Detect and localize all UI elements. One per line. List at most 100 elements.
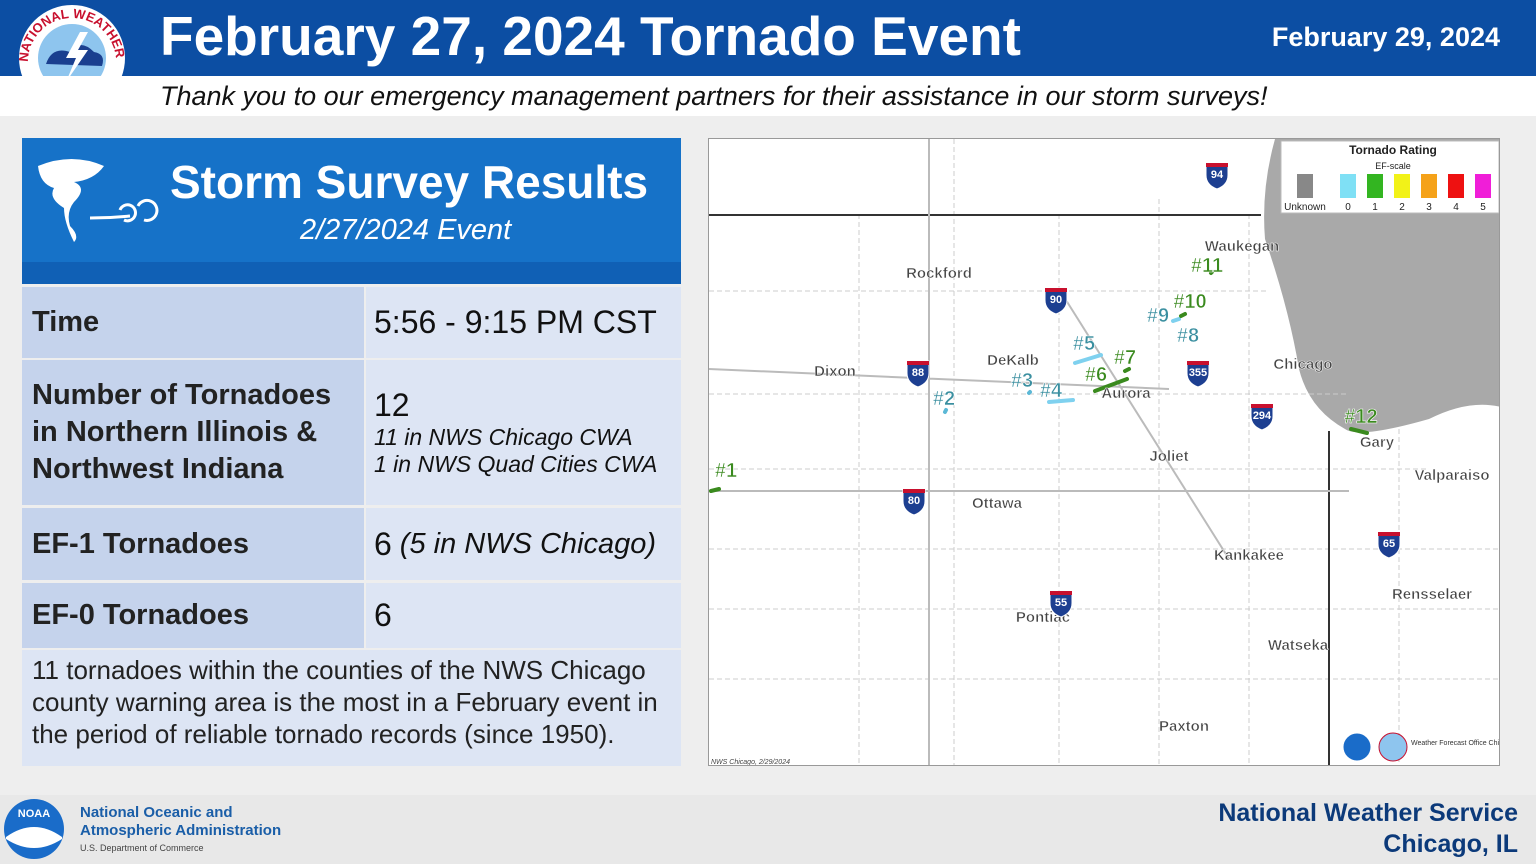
legend-swatch [1394, 174, 1410, 198]
legend-label: Unknown [1284, 202, 1326, 213]
city-label: Watseka [1268, 637, 1329, 654]
interstate-shield [1205, 162, 1229, 190]
detail: (5 in NWS Chicago) [399, 527, 657, 560]
interstate-shield [1250, 403, 1274, 431]
row-label: Number of Tornadoes in Northern Illinois… [22, 360, 364, 505]
tornado-label: #5 [1073, 333, 1095, 355]
legend-label: 0 [1345, 202, 1351, 213]
tornado-label: #8 [1177, 325, 1199, 347]
noaa-name: National Oceanic and Atmospheric Adminis… [80, 804, 282, 839]
subtitle: Thank you to our emergency management pa… [0, 76, 1536, 116]
tornado-label: #7 [1114, 347, 1136, 369]
interstate-shield [1186, 360, 1210, 388]
nws-name: National Weather Service [1218, 799, 1518, 827]
interstate-label: 294 [1253, 410, 1272, 422]
interstate-shield [1377, 531, 1401, 559]
city-label: Gary [1360, 434, 1395, 451]
interstate-band [1251, 404, 1273, 408]
legend-subtitle: EF-scale [1375, 161, 1411, 171]
city-label: Kankakee [1214, 547, 1284, 564]
interstate-shield [902, 488, 926, 516]
interstate-band [1378, 532, 1400, 536]
tornado-label: #9 [1147, 305, 1169, 327]
interstate-band [1187, 361, 1209, 365]
legend-label: 4 [1453, 202, 1459, 213]
note: 11 tornadoes within the counties of the … [22, 650, 681, 766]
tornado-label: #11 [1191, 255, 1223, 277]
city-label: Aurora [1101, 385, 1151, 402]
tornado-icon [38, 159, 159, 242]
interstate-label: 55 [1055, 597, 1067, 609]
tornado-label: #10 [1173, 291, 1206, 313]
city-label: Rensselaer [1392, 586, 1472, 603]
legend-swatch [1367, 174, 1383, 198]
row-value: 12 11 in NWS Chicago CWA 1 in NWS Quad Cit… [366, 360, 681, 505]
noaa-mini [1342, 732, 1372, 762]
row-value: 5:56 - 9:15 PM CST [366, 287, 681, 358]
legend-swatch [1421, 174, 1437, 198]
interstate-label: 90 [1050, 294, 1062, 306]
detail: 11 in NWS Chicago CWA [374, 424, 633, 450]
nws-mini [1378, 732, 1408, 762]
value: 12 [374, 387, 410, 423]
city-label: Valparaiso [1414, 467, 1489, 484]
map-credit: NWS Chicago, 2/29/2024 [711, 759, 790, 766]
legend-swatch [1340, 174, 1356, 198]
city-label: Joliet [1149, 448, 1188, 465]
tornado-label: #3 [1011, 370, 1033, 392]
value: 6 [374, 597, 392, 633]
value: 6 [374, 525, 392, 562]
value: 5:56 - 9:15 PM CST [374, 304, 657, 340]
date: February 29, 2024 [1271, 22, 1500, 52]
office-name: Chicago, IL [1383, 830, 1518, 858]
interstate-shield [1049, 590, 1073, 618]
row-value: 6 (5 in NWS Chicago) [366, 508, 681, 580]
legend-label: 1 [1372, 202, 1378, 213]
interstate-band [907, 361, 929, 365]
interstate-band [1045, 288, 1067, 292]
tornado-label: #6 [1085, 364, 1107, 386]
interstate-band [903, 489, 925, 493]
noaa-dept: U.S. Department of Commerce [80, 843, 204, 853]
row-label: EF-1 Tornadoes [22, 508, 364, 580]
legend-swatch [1475, 174, 1491, 198]
office-text: Weather Forecast Office Chicago, Illinoi… [1411, 740, 1500, 747]
row-label: Time [22, 287, 364, 358]
city-label: Rockford [906, 265, 972, 282]
interstate-label: 355 [1189, 367, 1207, 379]
tornado-label: #2 [933, 388, 955, 410]
tornado-label: #12 [1344, 406, 1377, 428]
legend-swatch [1448, 174, 1464, 198]
row-value: 6 [366, 583, 681, 648]
city-label: Waukegan [1205, 238, 1279, 255]
row-label: EF-0 Tornadoes [22, 583, 364, 648]
interstate-shield [1044, 287, 1068, 315]
interstate-band [1206, 163, 1228, 167]
title: February 27, 2024 Tornado Event [160, 5, 1021, 67]
interstate-label: 80 [908, 495, 920, 507]
tornado-label: #1 [715, 460, 737, 482]
detail: 1 in NWS Quad Cities CWA [374, 451, 658, 477]
city-label: Paxton [1159, 718, 1209, 735]
interstate-label: 94 [1211, 169, 1224, 181]
tornado-label: #4 [1040, 380, 1063, 402]
panel-title: Storm Survey Results [170, 156, 649, 208]
legend-swatch [1297, 174, 1313, 198]
interstate-band [1050, 591, 1072, 595]
noaa-logo: NOAA [4, 799, 64, 859]
interstate-shield [906, 360, 930, 388]
legend-label: 3 [1426, 202, 1432, 213]
city-label: DeKalb [987, 352, 1039, 369]
interstate-label: 88 [912, 367, 924, 379]
panel-header [22, 138, 681, 284]
city-label: Dixon [814, 363, 856, 380]
city-label: Ottawa [972, 495, 1023, 512]
footer [0, 795, 1536, 864]
panel-subtitle: 2/27/2024 Event [300, 214, 512, 246]
legend-label: 2 [1399, 202, 1405, 213]
city-label: Chicago [1273, 356, 1332, 373]
legend-title: Tornado Rating [1349, 143, 1437, 157]
interstate-label: 65 [1383, 538, 1395, 550]
map: Rockford Dixon DeKalb Aurora Waukegan Chicago… [708, 138, 1500, 766]
